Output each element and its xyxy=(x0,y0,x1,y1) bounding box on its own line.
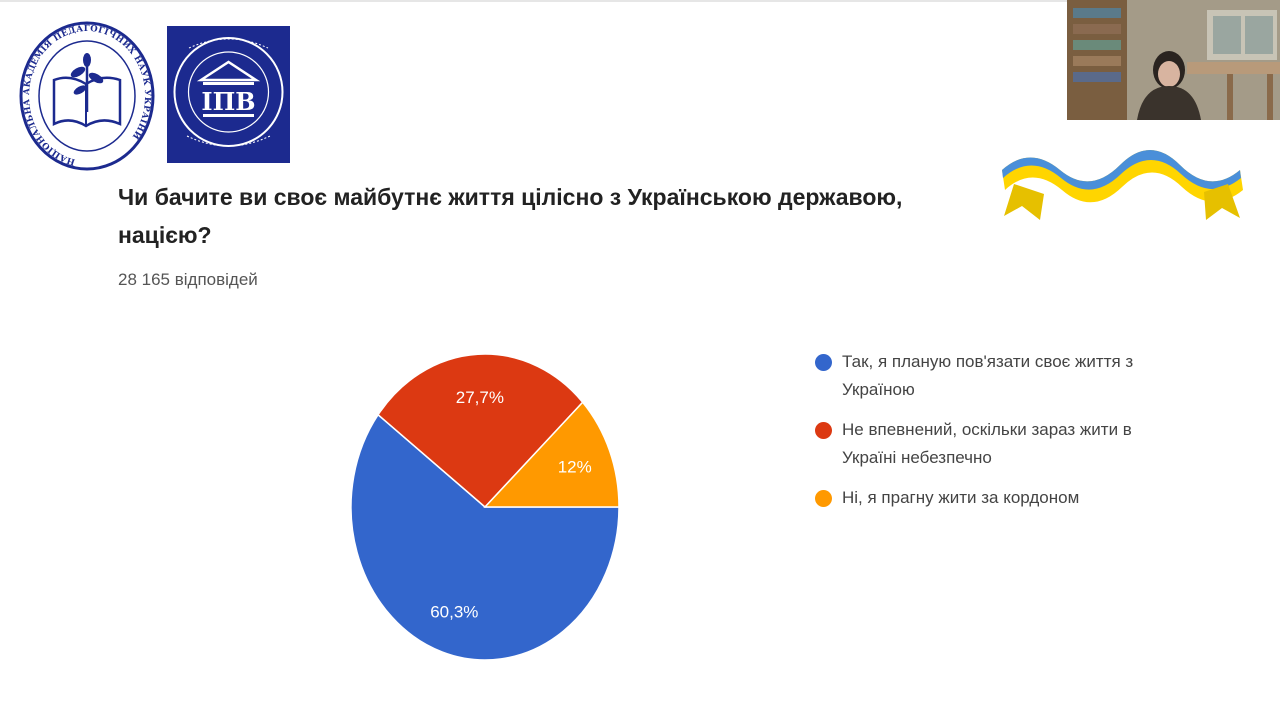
ipv-logo: ІПВ xyxy=(167,26,290,163)
legend-swatch-yes xyxy=(815,354,832,371)
pie-label-unsure: 27,7% xyxy=(456,388,504,407)
legend-swatch-unsure xyxy=(815,422,832,439)
legend-label-yes: Так, я планую пов'язати своє життя з Укр… xyxy=(842,352,1134,399)
pie-label-no: 12% xyxy=(558,457,592,476)
top-divider xyxy=(0,0,1280,2)
ukrainian-ribbon-icon xyxy=(1002,150,1243,220)
napn-logo: НАЦІОНАЛЬНА АКАДЕМІЯ ПЕДАГОГІЧНИХ НАУК У… xyxy=(19,21,155,171)
pie-slice-no xyxy=(483,401,620,508)
question-title: Чи бачите ви своє майбутнє життя цілісно… xyxy=(118,184,903,248)
responses-count: 28 165 відповідей xyxy=(118,270,258,289)
pie-slice-unsure xyxy=(377,353,584,509)
legend-item-no: Ні, я прагну жити за кордоном xyxy=(815,484,1175,512)
pie-label-yes: 60,3% xyxy=(430,602,478,621)
legend-item-yes: Так, я планую пов'язати своє життя з Укр… xyxy=(815,348,1175,404)
legend-swatch-no xyxy=(815,490,832,507)
webcam-video xyxy=(1067,0,1280,120)
legend-label-no: Ні, я прагну жити за кордоном xyxy=(842,488,1080,507)
pie-chart: 60,3% 27,7% 12% xyxy=(350,353,620,661)
ipv-logo-text: ІПВ xyxy=(201,87,255,116)
pie-slice-yes xyxy=(350,413,620,661)
legend-item-unsure: Не впевнений, оскільки зараз жити в Укра… xyxy=(815,416,1175,472)
chart-legend: Так, я планую пов'язати своє життя з Укр… xyxy=(815,348,1175,524)
legend-label-unsure: Не впевнений, оскільки зараз жити в Укра… xyxy=(842,420,1132,467)
